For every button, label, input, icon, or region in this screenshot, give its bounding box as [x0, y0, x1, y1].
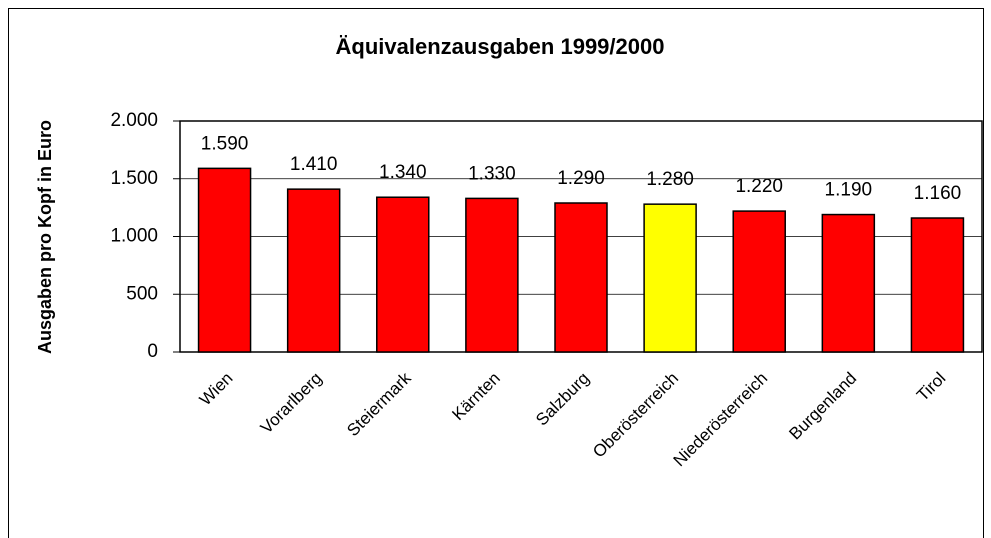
- data-label: 1.190: [825, 180, 873, 201]
- data-label: 1.410: [290, 154, 338, 175]
- data-label: 1.590: [201, 133, 249, 154]
- data-label: 1.160: [914, 183, 962, 204]
- y-axis-label: Ausgaben pro Kopf in Euro: [35, 120, 55, 354]
- y-tick-label: 500: [126, 283, 158, 304]
- bar: [821, 213, 876, 353]
- y-tick-label: 0: [147, 341, 158, 362]
- data-label: 1.290: [557, 168, 605, 189]
- chart-title: Äquivalenzausgaben 1999/2000: [336, 34, 665, 59]
- bar: [910, 217, 965, 353]
- y-tick-label: 2.000: [110, 110, 158, 131]
- bar: [732, 210, 786, 353]
- y-tick-label: 1.000: [110, 226, 158, 247]
- y-tick-label: 1.500: [110, 168, 158, 189]
- bar: [554, 202, 608, 353]
- data-label: 1.280: [646, 169, 694, 190]
- bar: [465, 197, 519, 353]
- data-label: 1.340: [379, 162, 427, 183]
- bar: [286, 188, 341, 353]
- data-label: 1.220: [735, 176, 783, 197]
- bar: [197, 167, 252, 353]
- data-label: 1.330: [468, 163, 516, 184]
- bar: [376, 196, 430, 353]
- bar: [643, 203, 697, 353]
